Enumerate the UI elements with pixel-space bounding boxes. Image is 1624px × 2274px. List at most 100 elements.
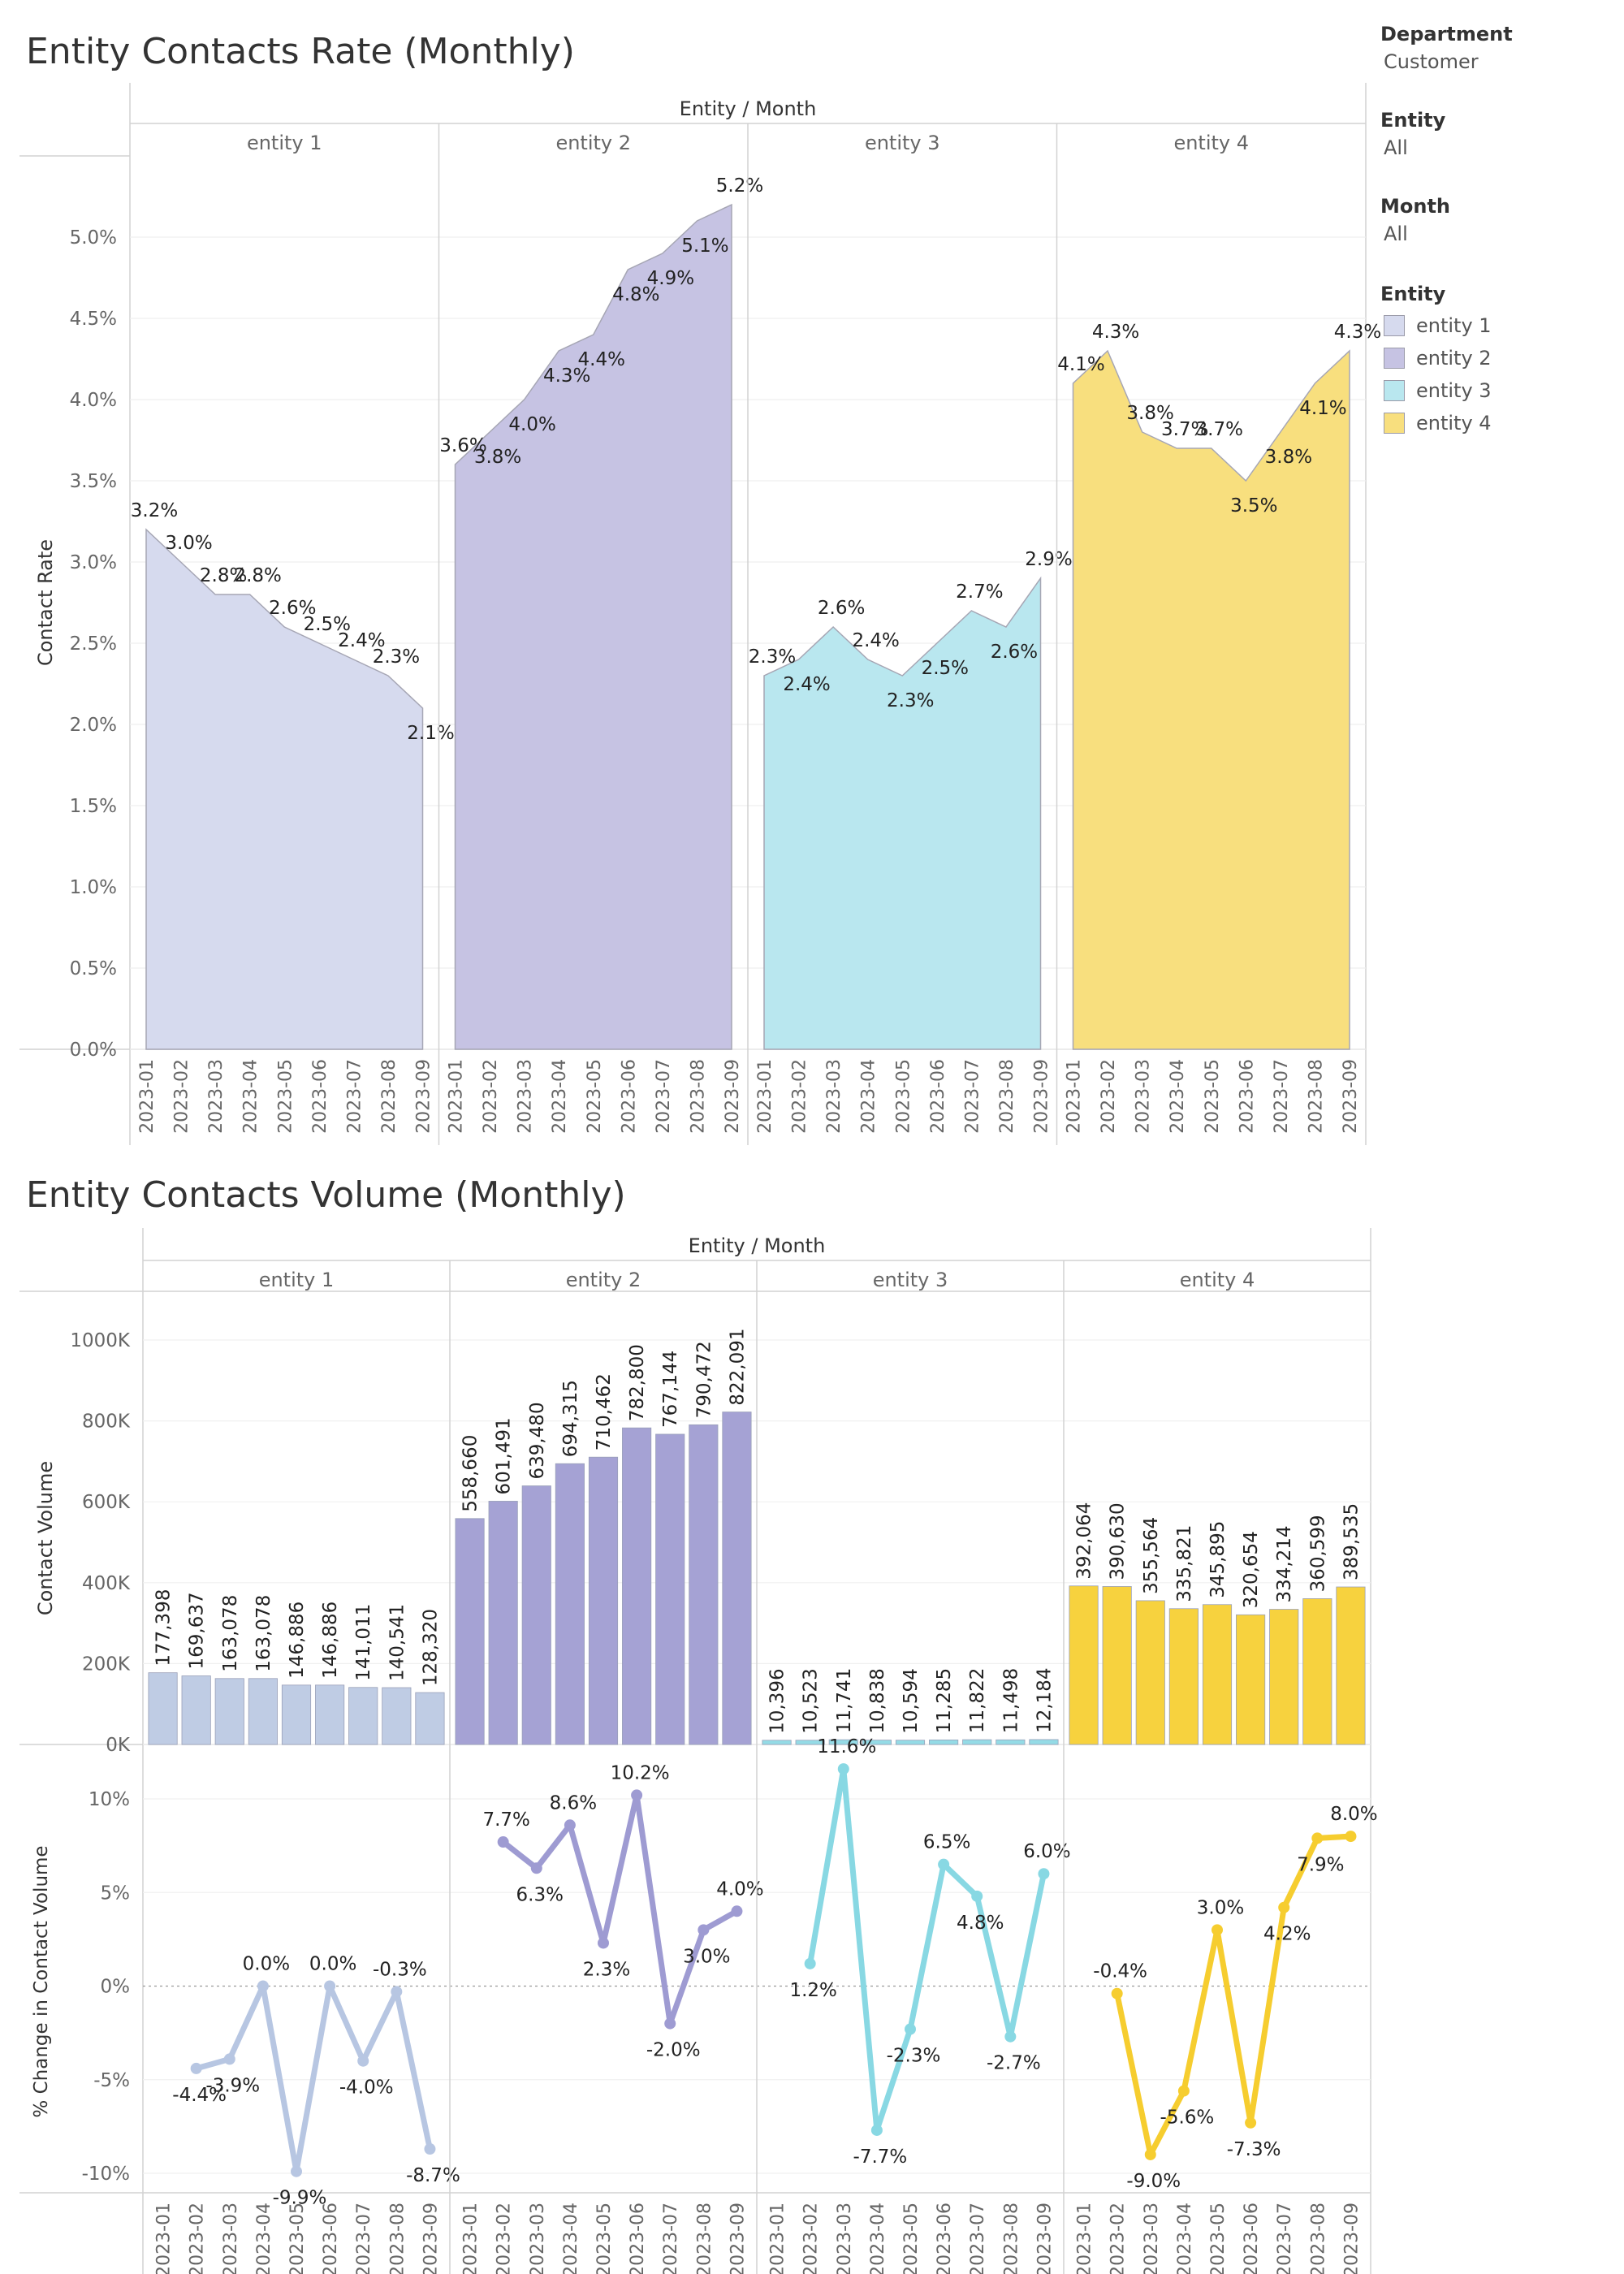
x-tick-label: 2023-04 — [1175, 2203, 1195, 2274]
x-tick-label: 2023-02 — [801, 2203, 822, 2274]
x-tick-label: 2023-02 — [188, 2203, 208, 2274]
point — [291, 2165, 302, 2177]
point-label: 1.2% — [789, 1980, 836, 2001]
bar-label: 639,480 — [527, 1402, 548, 1479]
bar — [996, 1739, 1026, 1745]
x-tick-label: 2023-06 — [928, 1059, 948, 1134]
legend-item-entity-3[interactable]: entity 3 — [1384, 377, 1492, 404]
bar-label: 140,541 — [387, 1604, 408, 1681]
x-tick-label: 2023-05 — [594, 2203, 615, 2274]
x-tick-label: 2023-03 — [1142, 2203, 1162, 2274]
filter-department[interactable]: Department Customer — [1380, 23, 1513, 73]
legend-title-box: Entity — [1380, 283, 1445, 305]
data-label: 4.9% — [647, 268, 694, 289]
point-label: -9.0% — [1126, 2171, 1181, 2192]
legend-item-entity-2[interactable]: entity 2 — [1384, 344, 1492, 372]
point — [837, 1763, 849, 1775]
x-tick-label: 2023-07 — [962, 1059, 983, 1134]
pane-header: entity 3 — [865, 132, 940, 154]
x-tick-label: 2023-02 — [495, 2203, 515, 2274]
y-tick-label: 10% — [89, 1789, 130, 1810]
bar — [722, 1412, 752, 1745]
x-tick-label: 2023-09 — [723, 1059, 743, 1134]
bar-label: 790,472 — [693, 1341, 715, 1418]
data-label: 4.3% — [543, 365, 590, 387]
x-tick-label: 2023-01 — [1065, 1059, 1085, 1134]
x-tick-label: 2023-08 — [387, 2203, 408, 2274]
bar-label: 710,462 — [594, 1373, 615, 1450]
x-tick-label: 2023-04 — [254, 2203, 274, 2274]
filter-month[interactable]: Month All — [1380, 195, 1450, 245]
point-label: -2.0% — [646, 2040, 701, 2061]
x-tick-label: 2023-07 — [654, 1059, 674, 1134]
change-line-entity-4 — [1114, 1833, 1351, 2158]
y-tick-label: 2.0% — [70, 715, 117, 736]
point — [664, 2017, 676, 2030]
point-label: 4.0% — [716, 1878, 763, 1900]
bar-label: 822,091 — [727, 1328, 748, 1405]
point-label: 0.0% — [309, 1954, 356, 1975]
bar-label: 146,886 — [320, 1602, 341, 1679]
x-tick-label: 2023-04 — [1168, 1059, 1188, 1134]
filter-month-label: Month — [1380, 195, 1451, 218]
legend-item-entity-4[interactable]: entity 4 — [1384, 409, 1492, 437]
point — [698, 1924, 710, 1936]
pane-header: entity 3 — [873, 1269, 948, 1291]
area-entity-3 — [763, 576, 1042, 1050]
point — [357, 2055, 369, 2067]
data-label: 4.1% — [1057, 354, 1104, 375]
point-label: 6.3% — [516, 1884, 564, 1905]
bar-label: 390,630 — [1108, 1502, 1129, 1580]
x-tick-label: 2023-05 — [901, 2203, 922, 2274]
pane-header: entity 1 — [259, 1269, 335, 1291]
point-label: 10.2% — [611, 1762, 670, 1783]
data-label: 2.4% — [783, 674, 830, 695]
legend-label: entity 4 — [1416, 412, 1492, 434]
point — [497, 1836, 509, 1848]
filter-department-label: Department — [1380, 23, 1513, 45]
rate-chart-title: Entity Contacts Rate (Monthly) — [26, 31, 575, 72]
x-tick-label: 2023-03 — [1134, 1059, 1154, 1134]
point-label: 8.6% — [550, 1792, 597, 1814]
data-label: 4.3% — [1334, 322, 1380, 343]
bar — [1302, 1598, 1332, 1745]
x-tick-label: 2023-09 — [1341, 2203, 1362, 2274]
y-tick-label: 5% — [101, 1883, 131, 1904]
y-axis-label: Contact Volume — [34, 1461, 57, 1615]
x-tick-label: 2023-05 — [585, 1059, 605, 1134]
y-tick-label: 1000K — [70, 1330, 131, 1351]
x-tick-label: 2023-05 — [1208, 2203, 1229, 2274]
data-label: 3.0% — [165, 533, 212, 554]
y-tick-label: 600K — [82, 1492, 131, 1513]
y-tick-label: 4.5% — [70, 309, 117, 330]
x-tick-label: 2023-08 — [1308, 2203, 1328, 2274]
bar-label: 12,184 — [1034, 1667, 1055, 1732]
bar-label: 163,078 — [220, 1595, 241, 1672]
x-tick-label: 2023-06 — [1237, 1059, 1257, 1134]
x-tick-label: 2023-09 — [1032, 1059, 1052, 1134]
x-tick-label: 2023-09 — [414, 1059, 434, 1134]
filter-entity[interactable]: Entity All — [1380, 109, 1445, 159]
point — [1311, 1832, 1324, 1844]
legend-label: entity 3 — [1416, 379, 1492, 402]
y-axis-label: Contact Rate — [34, 539, 57, 666]
x-tick-label: 2023-04 — [859, 1059, 879, 1134]
x-tick-label: 2023-05 — [287, 2203, 308, 2274]
point-label: -7.3% — [1227, 2139, 1281, 2160]
point — [564, 1819, 576, 1831]
bar — [148, 1672, 178, 1745]
bar-label: 389,535 — [1341, 1503, 1362, 1580]
bar-label: 11,498 — [1000, 1668, 1021, 1733]
x-tick-label: 2023-07 — [354, 2203, 374, 2274]
x-tick-label: 2023-01 — [137, 1059, 158, 1134]
bar-label: 392,064 — [1074, 1502, 1095, 1580]
bar — [1236, 1614, 1266, 1745]
bar — [1168, 1608, 1199, 1745]
bar — [488, 1501, 518, 1745]
bar — [281, 1684, 312, 1745]
legend-item-entity-1[interactable]: entity 1 — [1384, 312, 1492, 339]
y-tick-label: 0.5% — [70, 958, 117, 979]
bar — [762, 1740, 792, 1745]
bar — [455, 1518, 485, 1745]
legend-swatch — [1384, 315, 1405, 336]
